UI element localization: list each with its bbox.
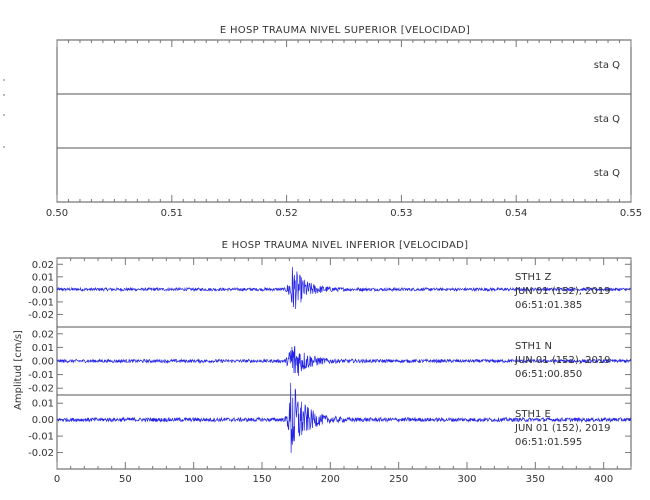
upper-x-tick-label: 0.50 (46, 208, 68, 219)
upper-x-tick-label: 0.51 (161, 208, 183, 219)
trace-date-label: JUN 01 (152), 2019 (514, 286, 611, 297)
trace-time-label: 06:51:00.850 (515, 369, 582, 380)
trace-time-label: 06:51:01.595 (515, 437, 582, 448)
lower-y-tick-label: 0.02 (32, 260, 54, 271)
y-axis-label: Amplitud [cm/s] (13, 330, 24, 410)
waveform-trace (56, 382, 632, 453)
lower-panel: E HOSP TRAUMA NIVEL INFERIOR [VELOCIDAD]… (13, 240, 632, 485)
trace-date-label: JUN 01 (152), 2019 (514, 423, 611, 434)
trace-time-label: 06:51:01.385 (515, 300, 582, 311)
lower-y-tick-label: 0.00 (32, 357, 54, 368)
waveform-trace (56, 266, 632, 310)
lower-y-tick-label: 0.00 (32, 285, 54, 296)
lower-x-tick-label: 200 (321, 474, 340, 485)
upper-plot-frame (56, 39, 632, 203)
upper-x-tick-label: 0.53 (390, 208, 412, 219)
lower-y-tick-label: 0.02 (32, 329, 54, 340)
lower-y-tick-label: -0.01 (28, 432, 54, 443)
lower-x-tick-label: 400 (594, 474, 613, 485)
lower-y-tick-label: 0.00 (32, 415, 54, 426)
upper-trace-label: sta Q (594, 168, 620, 179)
lower-y-tick-label: 0.01 (32, 343, 54, 354)
left-edge-marks (3, 79, 5, 148)
lower-y-tick-label: -0.02 (28, 384, 54, 395)
lower-x-tick-label: 250 (389, 474, 408, 485)
lower-x-tick-label: 100 (184, 474, 203, 485)
upper-trace-label: sta Q (594, 60, 620, 71)
upper-panel: E HOSP TRAUMA NIVEL SUPERIOR [VELOCIDAD]… (46, 25, 642, 219)
trace-station-label: STH1 N (515, 341, 552, 352)
lower-y-tick-label: -0.01 (28, 297, 54, 308)
upper-panel-title: E HOSP TRAUMA NIVEL SUPERIOR [VELOCIDAD] (220, 25, 470, 36)
upper-x-tick-label: 0.52 (275, 208, 297, 219)
lower-panel-title: E HOSP TRAUMA NIVEL INFERIOR [VELOCIDAD] (222, 240, 469, 251)
lower-x-tick-label: 50 (119, 474, 132, 485)
upper-x-tick-label: 0.55 (620, 208, 642, 219)
lower-y-tick-label: -0.01 (28, 370, 54, 381)
lower-y-tick-label: -0.02 (28, 310, 54, 321)
lower-x-tick-label: 0 (54, 474, 60, 485)
lower-x-tick-label: 300 (457, 474, 476, 485)
trace-station-label: STH1 Z (515, 272, 552, 283)
upper-panel-body: sta Q sta Q sta Q 0.50 0.51 0.52 0.53 0.54 0.55 (46, 39, 642, 219)
waveform-trace (56, 345, 632, 376)
lower-x-tick-label: 350 (526, 474, 545, 485)
lower-y-tick-label: 0.01 (32, 272, 54, 283)
lower-x-tick-label: 150 (252, 474, 271, 485)
lower-y-tick-label: 0.01 (32, 399, 54, 410)
trace-station-label: STH1 E (515, 409, 551, 420)
upper-x-tick-label: 0.54 (505, 208, 527, 219)
lower-y-tick-label: -0.02 (28, 448, 54, 459)
trace-date-label: JUN 01 (152), 2019 (514, 355, 611, 366)
upper-trace-label: sta Q (594, 114, 620, 125)
